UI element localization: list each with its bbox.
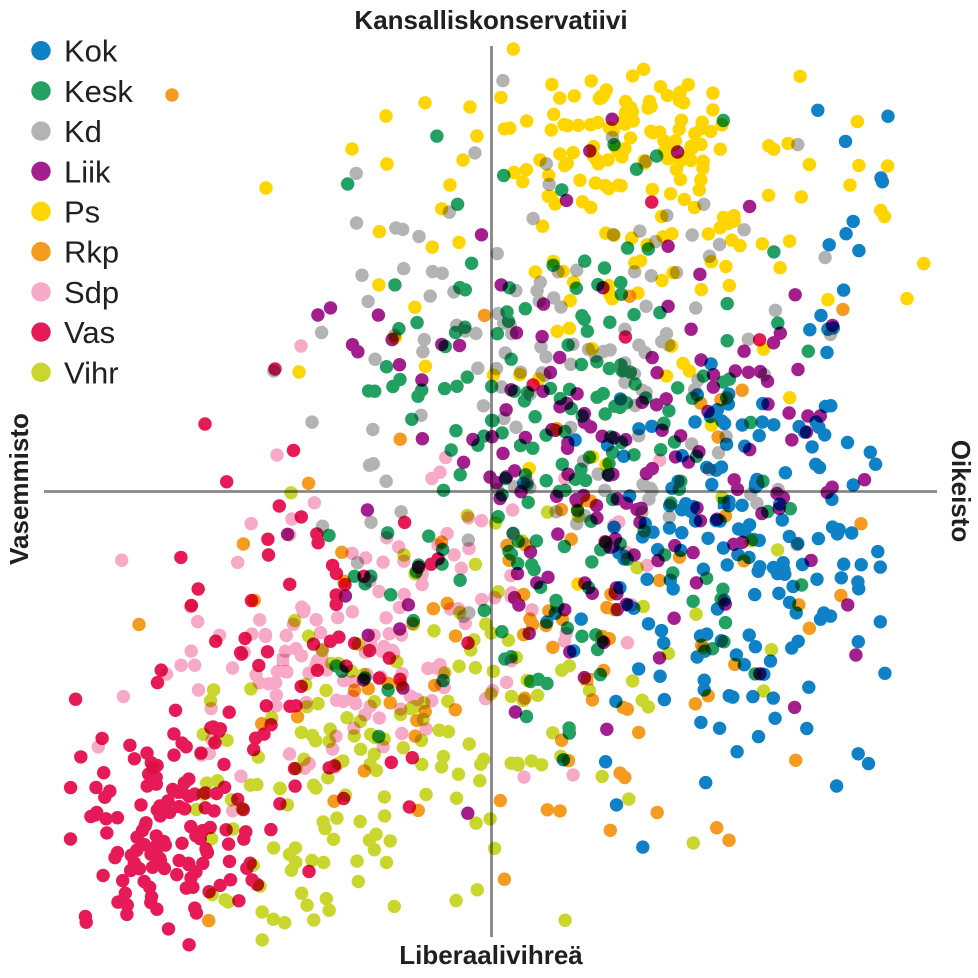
svg-text:Vihr: Vihr	[64, 355, 119, 390]
svg-text:Sdp: Sdp	[64, 275, 119, 310]
svg-text:Liberaalivihreä: Liberaalivihreä	[399, 940, 583, 970]
svg-text:Vas: Vas	[64, 315, 115, 350]
svg-text:Ps: Ps	[64, 195, 100, 230]
svg-text:Kd: Kd	[64, 114, 102, 149]
svg-text:Vasemmisto: Vasemmisto	[4, 413, 34, 565]
svg-text:Oikeisto: Oikeisto	[946, 440, 976, 543]
svg-text:Kok: Kok	[64, 34, 118, 69]
svg-text:Kesk: Kesk	[64, 74, 133, 109]
svg-text:Kansalliskonservatiivi: Kansalliskonservatiivi	[354, 5, 627, 35]
svg-text:Rkp: Rkp	[64, 235, 119, 270]
svg-text:Liik: Liik	[64, 154, 111, 189]
